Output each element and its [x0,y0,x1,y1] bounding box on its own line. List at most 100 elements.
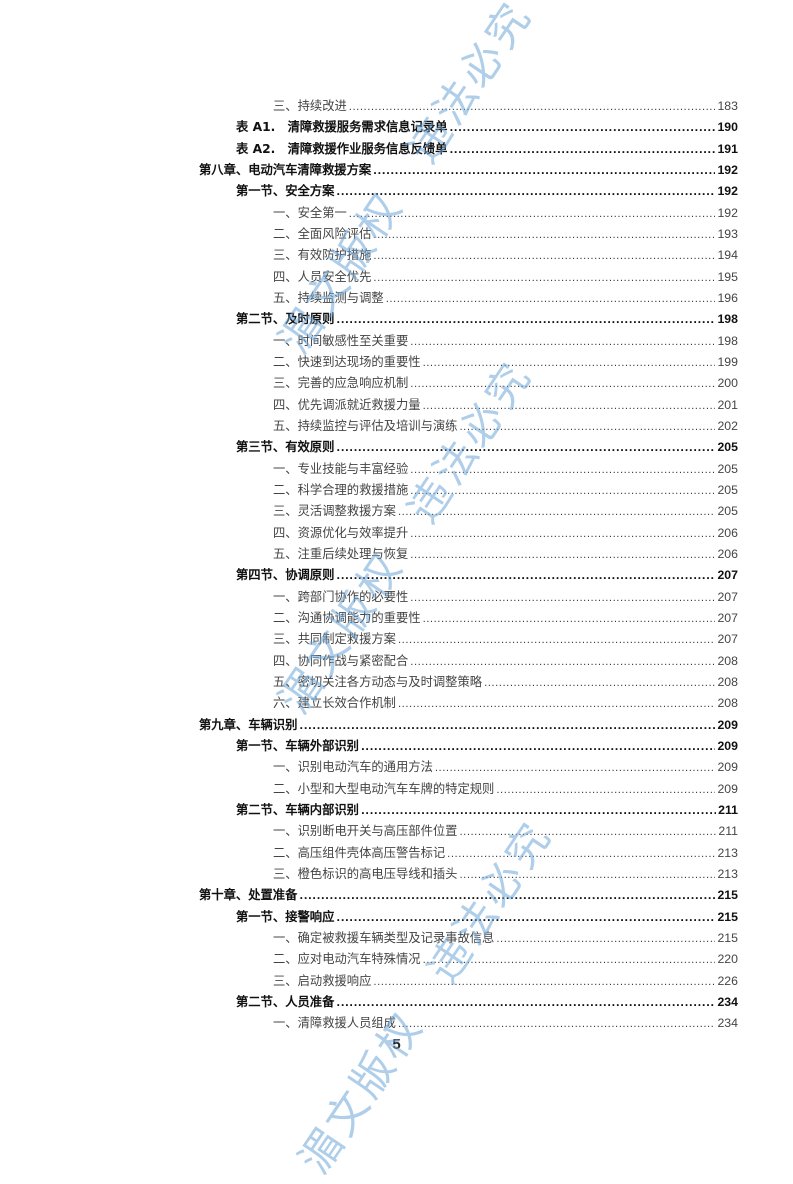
toc-section[interactable]: 第二节、人员准备 234 [236,992,738,1012]
toc-item[interactable]: 三、灵活调整救援方案 205 [273,501,738,521]
toc-entry-title: 表 A1. 清障救援服务需求信息记录单 [236,120,448,135]
toc-section[interactable]: 第四节、协调原则 207 [236,565,738,585]
toc-item[interactable]: 三、完善的应急响应机制 200 [273,373,738,393]
toc-item[interactable]: 一、安全第一 192 [273,203,738,223]
toc-chapter[interactable]: 第十章、处置准备 215 [199,885,738,905]
toc-item[interactable]: 四、协同作战与紧密配合 208 [273,651,738,671]
toc-page-number: 205 [717,482,738,497]
toc-page-number: 198 [717,333,738,348]
toc-page-number: 202 [717,418,738,433]
toc-entry-title: 第九章、车辆识别 [199,717,298,732]
toc-entry-title: 三、启动救援响应 [273,973,372,988]
toc-page-number: 211 [718,824,738,839]
toc-entry-title: 二、应对电动汽车特殊情况 [273,952,421,967]
toc-item[interactable]: 二、沟通协调能力的重要性 207 [273,608,738,628]
toc-entry-title: 第十章、处置准备 [199,888,298,903]
toc-entry-title: 第二节、车辆内部识别 [236,802,359,817]
toc-item[interactable]: 五、注重后续处理与恢复 206 [273,544,738,564]
toc-item[interactable]: 五、密切关注各方动态与及时调整策略 208 [273,672,738,692]
toc-page-number: 200 [717,376,738,391]
toc-entry-title: 一、时间敏感性至关重要 [273,333,409,348]
toc-page-number: 208 [717,674,738,689]
toc-section[interactable]: 第一节、接警响应 215 [236,907,738,927]
toc-page-number: 195 [717,269,738,284]
toc-item[interactable]: 四、资源优化与效率提升 206 [273,523,738,543]
toc-item[interactable]: 二、高压组件壳体高压警告标记 213 [273,843,738,863]
toc-section[interactable]: 第二节、及时原则 198 [236,309,738,329]
toc-item[interactable]: 一、跨部门协作的必要性 207 [273,587,738,607]
dot-leader [410,546,715,566]
dot-leader [299,887,715,907]
dot-leader [336,311,715,331]
toc-section[interactable]: 第二节、车辆内部识别 211 [236,800,738,820]
toc-item[interactable]: 四、优先调派就近救援力量 201 [273,395,738,415]
dot-leader [447,845,715,865]
toc-section[interactable]: 表 A1. 清障救援服务需求信息记录单 190 [236,117,738,137]
toc-entry-title: 第四节、协调原则 [236,568,335,583]
toc-page-number: 207 [717,589,738,604]
toc-item[interactable]: 五、持续监控与评估及培训与演练 202 [273,416,738,436]
dot-leader [361,802,716,822]
toc-page-number: 209 [717,781,738,796]
toc-chapter[interactable]: 第八章、电动汽车清障救援方案 192 [199,160,738,180]
toc-item[interactable]: 五、持续监测与调整 196 [273,288,738,308]
toc-page-number: 192 [717,184,738,199]
toc-page-number: 208 [717,696,738,711]
dot-leader [423,354,716,374]
toc-item[interactable]: 一、识别断电开关与高压部件位置 211 [273,821,738,841]
toc-item[interactable]: 一、识别电动汽车的通用方法 209 [273,757,738,777]
toc-entry-title: 第二节、及时原则 [236,312,335,327]
toc-item[interactable]: 三、有效防护措施 194 [273,245,738,265]
toc-item[interactable]: 一、确定被救援车辆类型及记录事故信息 215 [273,928,738,948]
toc-page-number: 234 [717,1016,738,1031]
toc-page-number: 205 [717,461,738,476]
dot-leader [410,375,715,395]
dot-leader [373,162,715,182]
toc-item[interactable]: 三、橙色标识的高电压导线和插头 213 [273,864,738,884]
toc-page-number: 190 [717,120,738,135]
toc-entry-title: 一、跨部门协作的必要性 [273,589,409,604]
dot-leader [398,631,715,651]
dot-leader [410,589,715,609]
dot-leader [373,973,715,993]
toc-section[interactable]: 第一节、车辆外部识别 209 [236,736,738,756]
toc-entry-title: 六、建立长效合作机制 [273,696,396,711]
toc-entry-title: 三、共同制定救援方案 [273,632,396,647]
toc-item[interactable]: 二、应对电动汽车特殊情况 220 [273,949,738,969]
toc-item[interactable]: 六、建立长效合作机制 208 [273,693,738,713]
toc-item[interactable]: 四、人员安全优先 195 [273,267,738,287]
toc-item[interactable]: 一、专业技能与丰富经验 205 [273,459,738,479]
toc-item[interactable]: 三、持续改进 183 [273,96,738,116]
dot-leader [423,610,716,630]
toc-item[interactable]: 二、全面风险评估 193 [273,224,738,244]
toc-item[interactable]: 三、启动救援响应 226 [273,971,738,991]
dot-leader [410,482,715,502]
toc-page-number: 206 [717,525,738,540]
toc-item[interactable]: 二、小型和大型电动汽车车牌的特定规则 209 [273,779,738,799]
toc-entry-title: 一、识别断电开关与高压部件位置 [273,824,458,839]
toc-entry-title: 二、沟通协调能力的重要性 [273,610,421,625]
toc-page-number: 226 [717,973,738,988]
toc-section[interactable]: 第一节、安全方案 192 [236,181,738,201]
toc-section[interactable]: 表 A2. 清障救援作业服务信息反馈单 191 [236,139,738,159]
toc-entry-title: 第一节、接警响应 [236,909,335,924]
toc-entry-title: 一、确定被救援车辆类型及记录事故信息 [273,930,495,945]
toc-entry-title: 三、持续改进 [273,99,347,113]
dot-leader [496,930,715,950]
toc-entry-title: 二、高压组件壳体高压警告标记 [273,845,446,860]
dot-leader [410,333,715,353]
toc-item[interactable]: 二、科学合理的救援措施 205 [273,480,738,500]
toc-entry-title: 一、安全第一 [273,205,347,220]
dot-leader [459,418,715,438]
toc-page-number: 207 [717,632,738,647]
toc-item[interactable]: 三、共同制定救援方案 207 [273,629,738,649]
toc-page-number: 215 [717,909,738,924]
toc-item[interactable]: 一、清障救援人员组成 234 [273,1013,738,1033]
dot-leader [349,98,716,118]
toc-entry-title: 二、快速到达现场的重要性 [273,354,421,369]
toc-section[interactable]: 第三节、有效原则 205 [236,437,738,457]
toc-chapter[interactable]: 第九章、车辆识别 209 [199,715,738,735]
toc-item[interactable]: 一、时间敏感性至关重要 198 [273,331,738,351]
toc-item[interactable]: 二、快速到达现场的重要性 199 [273,352,738,372]
toc-entry-title: 四、优先调派就近救援力量 [273,397,421,412]
